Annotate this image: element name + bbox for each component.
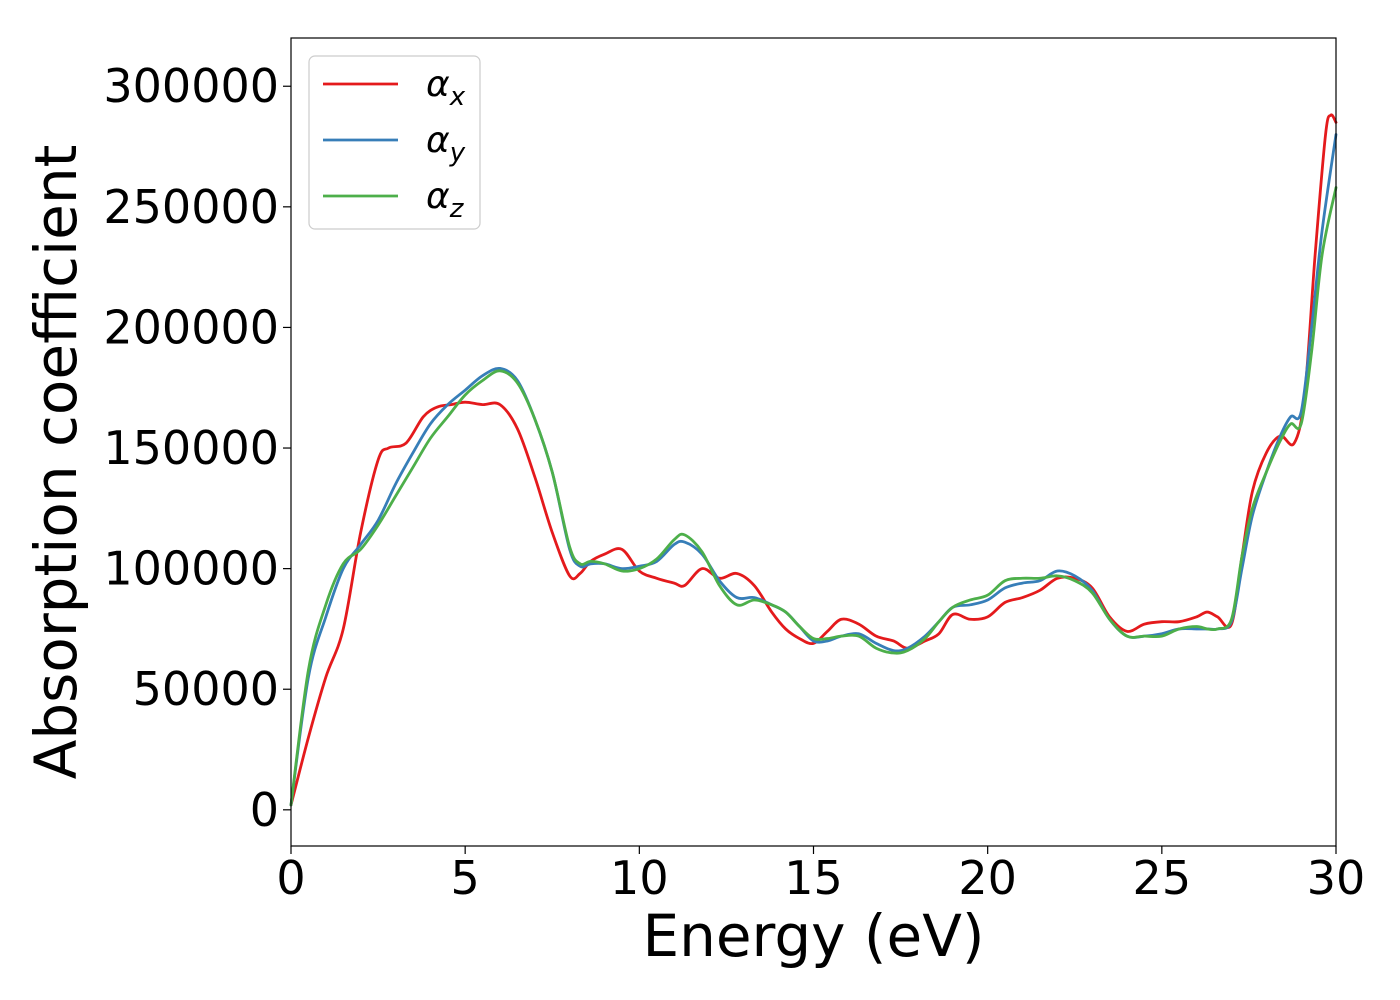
y-tick-label: 0	[250, 783, 279, 837]
y-tick-label: 250000	[103, 180, 279, 234]
legend-label-x: αx	[426, 64, 466, 112]
legend-label-z: αz	[426, 176, 465, 224]
axis-ticks: 0 5 10 15 20 25 30 0 50000 100000 150000 200000 2500…	[103, 59, 1365, 905]
series-line-y	[289, 133, 1338, 807]
x-tick-label: 0	[276, 851, 305, 905]
x-tick-label: 5	[451, 851, 480, 905]
y-tick-label: 150000	[103, 421, 279, 475]
x-tick-label: 20	[958, 851, 1017, 905]
series-lines	[289, 113, 1338, 807]
x-axis-title: Energy (eV)	[642, 902, 984, 970]
legend-label-y: αy	[426, 120, 466, 168]
legend-box	[308, 55, 481, 230]
y-tick-label: 200000	[103, 300, 279, 354]
x-tick-label: 10	[610, 851, 669, 905]
series-line-z	[289, 186, 1338, 807]
y-tick-label: 50000	[133, 662, 279, 716]
y-axis-title: Absorption coefficient	[22, 145, 90, 780]
legend: αx αy αz	[308, 55, 481, 230]
x-tick-label: 30	[1307, 851, 1366, 905]
x-tick-label: 25	[1133, 851, 1192, 905]
x-tick-label: 15	[784, 851, 843, 905]
y-tick-label: 300000	[103, 59, 279, 113]
legend-items: αx αy αz	[323, 64, 466, 224]
series-line-x	[289, 113, 1338, 807]
y-tick-label: 100000	[103, 542, 279, 596]
